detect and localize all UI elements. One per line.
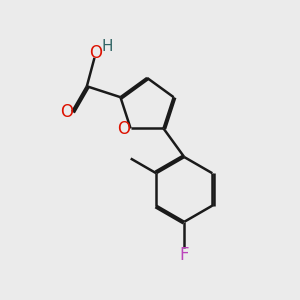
Text: O: O bbox=[89, 44, 102, 62]
Text: H: H bbox=[102, 39, 113, 54]
Text: O: O bbox=[117, 120, 130, 138]
Text: O: O bbox=[60, 103, 73, 121]
Text: F: F bbox=[179, 246, 189, 264]
